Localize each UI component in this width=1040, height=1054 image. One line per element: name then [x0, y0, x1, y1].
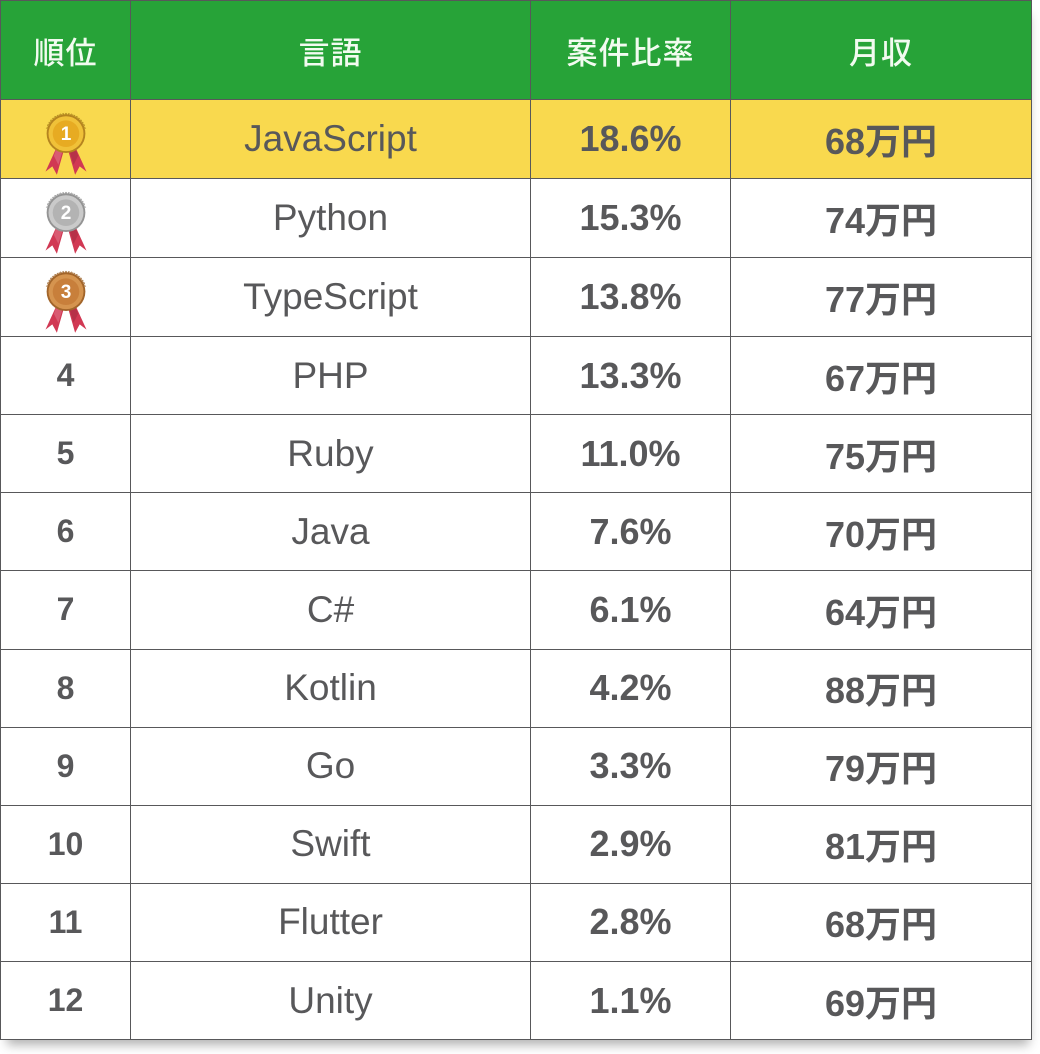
- svg-text:2: 2: [60, 203, 71, 224]
- svg-text:1: 1: [60, 124, 71, 145]
- svg-text:3: 3: [60, 282, 71, 303]
